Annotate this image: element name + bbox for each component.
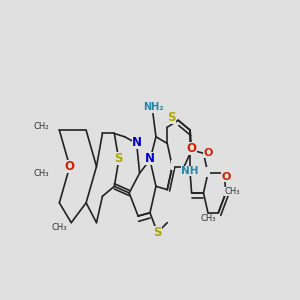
Text: O: O	[203, 148, 213, 158]
Text: NH: NH	[182, 166, 199, 176]
Text: S: S	[115, 152, 123, 165]
Text: NH₂: NH₂	[143, 102, 163, 112]
Text: O: O	[221, 172, 230, 182]
Text: S: S	[167, 111, 176, 124]
Text: CH₃: CH₃	[52, 223, 67, 232]
Text: CH₂: CH₂	[33, 122, 49, 131]
Text: CH₃: CH₃	[33, 169, 49, 178]
Text: N: N	[145, 152, 155, 165]
Text: N: N	[132, 136, 142, 148]
Text: CH₃: CH₃	[200, 214, 216, 223]
Text: CH₃: CH₃	[224, 187, 240, 196]
Text: O: O	[187, 142, 196, 154]
Text: S: S	[153, 226, 162, 239]
Text: O: O	[65, 160, 75, 173]
